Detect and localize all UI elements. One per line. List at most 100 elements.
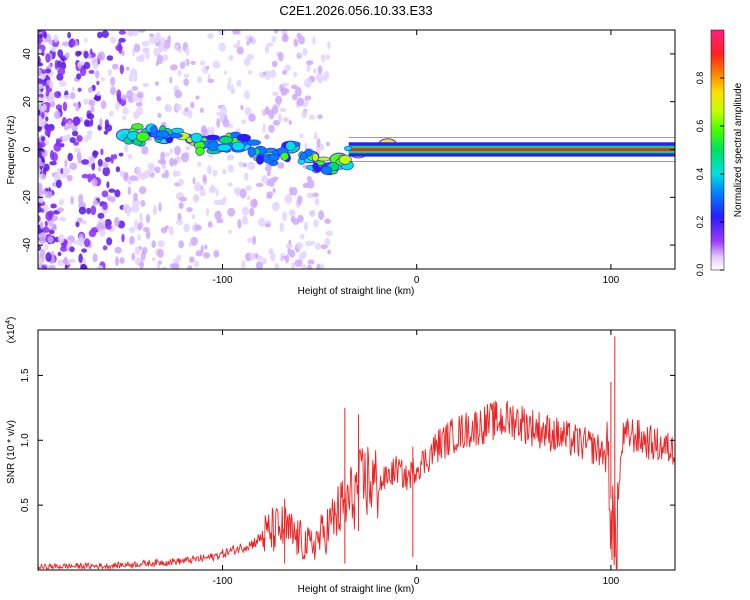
noise-speckle xyxy=(62,258,68,264)
noise-speckle xyxy=(83,98,89,105)
noise-speckle xyxy=(66,174,73,182)
noise-speckle xyxy=(212,169,218,177)
noise-speckle xyxy=(78,206,87,215)
noise-speckle xyxy=(87,53,92,59)
noise-speckle xyxy=(174,44,179,50)
noise-speckle xyxy=(241,215,249,225)
noise-speckle xyxy=(137,222,143,231)
noise-speckle xyxy=(227,164,234,173)
noise-speckle xyxy=(38,257,43,268)
ridge-blob xyxy=(312,162,319,171)
noise-speckle xyxy=(44,220,48,227)
noise-speckle xyxy=(73,240,79,245)
noise-speckle xyxy=(45,116,49,122)
ridge-blob xyxy=(165,137,173,144)
noise-speckle xyxy=(152,205,158,216)
noise-speckle xyxy=(57,251,62,257)
noise-speckle xyxy=(214,210,222,220)
noise-speckle xyxy=(183,223,190,233)
noise-speckle xyxy=(184,59,188,66)
noise-speckle xyxy=(249,252,256,261)
noise-speckle xyxy=(170,64,178,71)
noise-speckle xyxy=(278,51,284,62)
snr-axes: -100 0 100 0.5 1.0 1.5 xyxy=(20,330,675,587)
noise-speckle xyxy=(252,39,256,44)
noise-speckle xyxy=(302,250,307,259)
noise-speckle xyxy=(264,106,270,115)
noise-speckle xyxy=(95,70,100,79)
noise-speckle xyxy=(317,65,323,74)
noise-speckle xyxy=(110,86,117,96)
noise-speckle xyxy=(38,191,42,198)
noise-speckle xyxy=(48,264,56,269)
ridge-blob xyxy=(255,154,264,165)
noise-speckle xyxy=(192,177,196,185)
noise-speckle xyxy=(145,214,151,224)
spectrogram-frame xyxy=(37,29,676,270)
noise-speckle xyxy=(291,187,298,196)
noise-speckle xyxy=(123,171,129,179)
noise-speckle xyxy=(164,104,173,113)
noise-speckle xyxy=(324,218,331,224)
noise-speckle xyxy=(115,101,120,111)
noise-speckle xyxy=(125,66,130,71)
noise-speckle xyxy=(76,217,84,223)
colorbar-gradient xyxy=(710,29,725,271)
noise-speckle xyxy=(190,236,198,246)
noise-speckle xyxy=(45,53,51,63)
noise-speckle xyxy=(141,145,149,155)
noise-speckle xyxy=(105,224,112,230)
noise-speckle xyxy=(138,186,147,195)
noise-speckle xyxy=(136,106,144,116)
x-tick-label: -100 xyxy=(212,576,232,587)
noise-speckle xyxy=(110,36,117,44)
noise-speckle xyxy=(142,40,150,47)
noise-speckle xyxy=(83,50,89,59)
noise-speckle xyxy=(318,210,325,221)
noise-speckle xyxy=(53,91,62,99)
noise-speckle xyxy=(272,119,281,126)
noise-speckle xyxy=(49,161,57,166)
noise-speckle xyxy=(118,30,126,35)
noise-speckle xyxy=(279,222,284,233)
noise-speckle xyxy=(243,162,247,168)
noise-speckle xyxy=(50,203,57,209)
noise-speckle xyxy=(157,112,162,118)
noise-speckle xyxy=(104,156,112,163)
noise-speckle xyxy=(264,223,271,228)
noise-speckle xyxy=(216,118,221,128)
noise-speckle xyxy=(121,50,125,56)
noise-speckle xyxy=(319,263,325,269)
noise-speckle xyxy=(262,123,266,134)
noise-speckle xyxy=(269,69,277,79)
ridge-blob xyxy=(338,154,352,165)
noise-speckle xyxy=(303,221,309,231)
noise-speckle xyxy=(49,150,55,160)
noise-speckle xyxy=(73,118,79,127)
noise-speckle xyxy=(237,39,241,46)
noise-speckle xyxy=(45,211,53,221)
noise-speckle xyxy=(261,257,267,265)
noise-speckle xyxy=(131,252,136,261)
noise-speckle xyxy=(161,266,167,269)
noise-speckle xyxy=(177,212,182,222)
noise-speckle xyxy=(174,145,181,156)
ridge-blob xyxy=(299,152,308,160)
noise-speckle xyxy=(90,105,95,113)
noise-speckle xyxy=(119,64,125,75)
noise-speckle xyxy=(81,173,89,179)
noise-speckle xyxy=(299,133,304,139)
noise-speckle xyxy=(133,192,138,202)
noise-speckle xyxy=(302,48,308,56)
noise-speckle xyxy=(161,173,166,179)
noise-speckle xyxy=(236,79,242,87)
noise-speckle xyxy=(234,30,241,35)
noise-speckle xyxy=(187,109,193,119)
noise-speckle xyxy=(77,237,85,247)
noise-speckle xyxy=(307,259,315,265)
noise-speckle xyxy=(44,191,53,199)
noise-speckle xyxy=(195,250,203,257)
noise-speckle xyxy=(227,82,231,91)
noise-speckle xyxy=(45,91,50,97)
noise-speckle xyxy=(243,57,251,67)
